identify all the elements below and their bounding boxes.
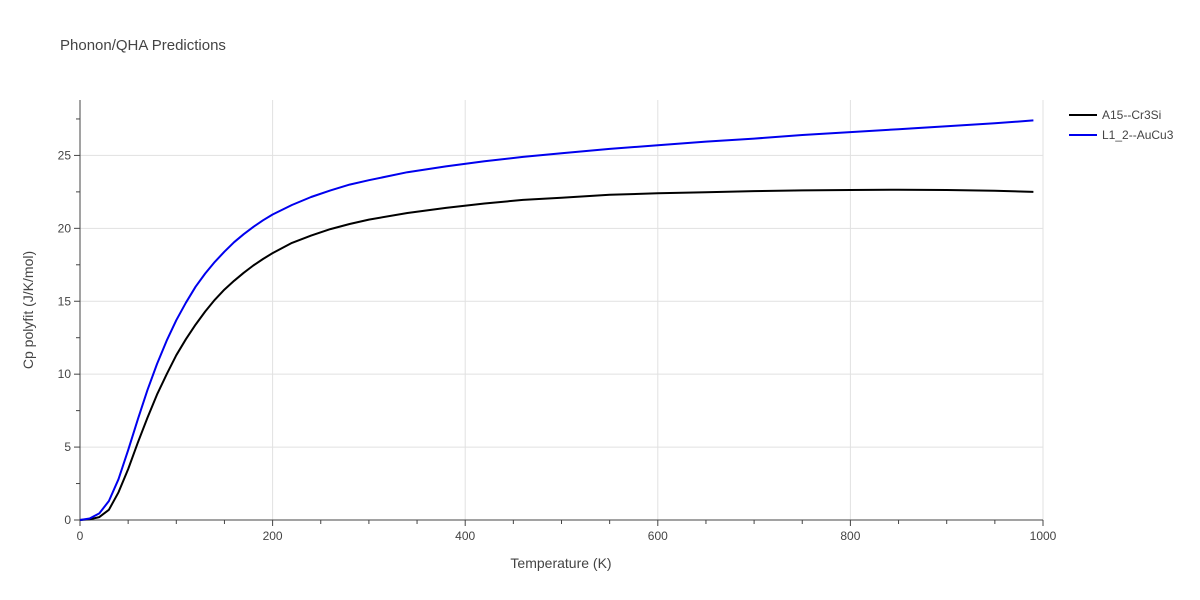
legend-label: L1_2--AuCu3 xyxy=(1102,128,1174,142)
y-tick-label: 5 xyxy=(64,440,71,454)
series-line-2 xyxy=(79,119,1034,521)
legend-label: A15--Cr3Si xyxy=(1102,108,1161,122)
y-tick-label: 15 xyxy=(58,294,72,308)
x-tick-label: 400 xyxy=(455,529,475,543)
y-tick-label: 10 xyxy=(58,367,72,381)
y-tick-label: 25 xyxy=(58,148,72,162)
chart-title: Phonon/QHA Predictions xyxy=(60,37,226,54)
x-tick-label: 200 xyxy=(263,529,283,543)
grid-lines xyxy=(80,100,1044,520)
y-tick-label: 20 xyxy=(58,221,72,235)
axes: 0 200 400 600 800 1000 0 5 10 15 20 25 xyxy=(58,100,1057,543)
x-tick-label: 0 xyxy=(77,529,84,543)
x-tick-label: 800 xyxy=(840,529,860,543)
legend: A15--Cr3Si L1_2--AuCu3 xyxy=(1069,108,1174,142)
series-lines xyxy=(79,119,1034,521)
series-line-1 xyxy=(79,188,1034,521)
x-tick-label: 1000 xyxy=(1030,529,1057,543)
x-axis-title: Temperature (K) xyxy=(510,555,611,571)
y-axis-title: Cp polyfit (J/K/mol) xyxy=(20,251,36,369)
x-tick-label: 600 xyxy=(648,529,668,543)
y-tick-label: 0 xyxy=(64,513,71,527)
